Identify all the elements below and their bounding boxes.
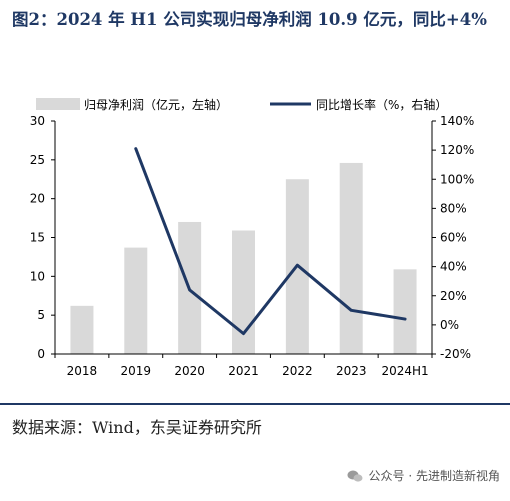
x-tick-label: 2022 (282, 364, 313, 378)
legend-bar-label: 归母净利润（亿元，左轴） (84, 97, 228, 112)
watermark-text: 公众号 · 先进制造新视角 (368, 469, 500, 483)
growth-line (134, 147, 407, 336)
chart-title: 图2：2024 年 H1 公司实现归母净利润 10.9 亿元，同比+4% (12, 10, 487, 29)
line-series (134, 147, 407, 336)
right-tick-label: 80% (440, 201, 467, 215)
right-tick-label: 40% (440, 260, 467, 274)
bar-series (70, 162, 417, 354)
left-tick-label: 25 (30, 153, 45, 167)
left-tick-label: 0 (37, 347, 45, 361)
x-tick-label: 2023 (336, 364, 367, 378)
right-tick-label: 60% (440, 231, 467, 245)
right-tick-label: 20% (440, 289, 467, 303)
left-tick-label: 5 (37, 308, 45, 322)
right-tick-label: 120% (440, 143, 474, 157)
left-tick-label: 15 (30, 231, 45, 245)
x-tick-label: 2019 (121, 364, 152, 378)
bar (232, 230, 255, 354)
right-tick-label: 140% (440, 114, 474, 128)
legend-bar-swatch (36, 98, 80, 110)
x-tick-label: 2018 (67, 364, 98, 378)
x-tick-label: 2020 (174, 364, 205, 378)
right-tick-label: 100% (440, 172, 474, 186)
bar (124, 247, 148, 354)
left-tick-label: 20 (30, 192, 45, 206)
right-tick-label: 0% (440, 318, 459, 332)
left-tick-label: 30 (30, 114, 45, 128)
bar (393, 269, 417, 354)
bar (339, 162, 363, 354)
right-tick-label: -20% (440, 347, 471, 361)
x-tick-label: 2024H1 (381, 364, 428, 378)
wechat-icon (347, 470, 363, 482)
legend-line-label: 同比增长率（%，右轴） (316, 97, 447, 112)
legend: 归母净利润（亿元，左轴） 同比增长率（%，右轴） (36, 97, 447, 112)
bar (70, 305, 94, 354)
axes: 0 5 10 15 20 25 30 -20% 0% 20% 40% 60% 80% 100% 120% 14… (30, 114, 475, 378)
divider (0, 403, 510, 405)
left-tick-label: 10 (30, 269, 45, 283)
x-tick-label: 2021 (228, 364, 259, 378)
watermark: 公众号 · 先进制造新视角 (347, 467, 500, 484)
source-note: 数据来源：Wind，东吴证券研究所 (12, 418, 262, 437)
chart: 归母净利润（亿元，左轴） 同比增长率（%，右轴） 0 5 10 15 20 25 30 -20%… (30, 97, 475, 378)
